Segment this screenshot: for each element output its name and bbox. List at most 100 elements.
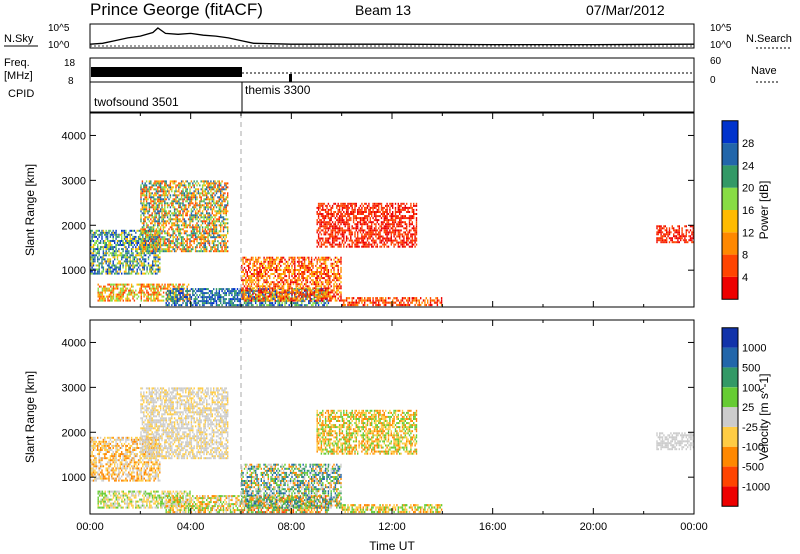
power-cell <box>129 266 131 269</box>
power-cell <box>157 256 159 259</box>
power-cell <box>152 242 155 245</box>
power-cell <box>201 238 204 241</box>
power-cell <box>92 246 95 249</box>
power-cell <box>253 287 255 290</box>
power-cell <box>91 268 93 271</box>
power-cell <box>317 281 320 284</box>
power-cell <box>115 268 117 271</box>
power-cell <box>329 219 331 222</box>
power-cell <box>135 231 137 234</box>
power-cell <box>316 221 318 224</box>
power-cell <box>158 230 160 233</box>
power-cell <box>150 252 152 255</box>
power-cell <box>183 194 186 197</box>
power-cell <box>164 232 166 235</box>
power-cell <box>116 254 119 257</box>
power-cell <box>112 250 114 253</box>
power-cell <box>185 296 187 299</box>
power-cell <box>317 297 320 300</box>
power-cell <box>278 287 281 290</box>
power-cell <box>308 285 310 288</box>
power-cell <box>155 228 158 231</box>
power-cell <box>214 230 216 233</box>
power-cell <box>180 296 183 299</box>
power-cell <box>224 242 226 245</box>
power-cell <box>215 244 218 247</box>
power-cell <box>253 279 255 282</box>
power-cell <box>155 230 158 233</box>
power-cell <box>246 275 248 278</box>
power-cell <box>396 299 398 302</box>
power-cell <box>306 266 309 269</box>
power-cell <box>238 298 240 301</box>
power-cell <box>411 299 413 302</box>
power-cell <box>334 273 337 275</box>
power-cell <box>207 288 209 291</box>
power-cell <box>266 266 268 269</box>
power-cell <box>257 256 260 259</box>
power-cell <box>91 229 93 232</box>
power-cell <box>119 295 122 298</box>
power-cell <box>154 232 156 235</box>
power-cell <box>140 214 142 217</box>
power-cell <box>348 303 351 307</box>
power-cell <box>309 299 311 302</box>
power-cell <box>231 288 233 291</box>
power-cell <box>119 283 122 286</box>
power-cell <box>98 293 101 296</box>
power-cell <box>317 229 320 232</box>
power-cell <box>176 294 179 297</box>
power-cell <box>225 248 227 251</box>
power-cell <box>162 242 165 245</box>
power-cell <box>179 186 181 189</box>
power-cell <box>331 227 334 230</box>
power-cell <box>118 283 120 286</box>
power-cell <box>100 295 102 298</box>
power-cell <box>98 252 100 255</box>
power-cell <box>252 293 254 296</box>
power-cell <box>276 291 278 294</box>
power-cell <box>348 223 351 226</box>
power-cell <box>124 283 126 286</box>
power-cell <box>154 248 156 251</box>
power-cell <box>185 302 187 305</box>
power-cell <box>92 235 95 238</box>
power-cell <box>186 302 188 305</box>
power-cell <box>121 254 123 257</box>
power-cell <box>295 279 297 282</box>
power-cell <box>225 208 227 211</box>
power-cell <box>136 244 138 246</box>
power-cell <box>200 234 202 237</box>
power-cell <box>291 302 293 305</box>
power-cell <box>215 210 218 213</box>
power-cell <box>220 226 222 229</box>
power-cell <box>185 232 187 235</box>
power-cell <box>125 235 127 238</box>
power-cell <box>179 234 181 237</box>
power-cell <box>357 297 359 300</box>
power-cell <box>210 236 212 239</box>
power-cell <box>203 190 205 193</box>
power-cell <box>129 258 131 261</box>
power-cell <box>215 220 218 223</box>
power-cell <box>159 194 162 197</box>
power-cell <box>301 293 303 296</box>
power-cell <box>117 293 119 296</box>
power-cell <box>154 287 156 290</box>
power-cell <box>262 302 264 305</box>
power-cell <box>158 222 160 225</box>
power-cell <box>157 234 159 237</box>
power-cell <box>327 208 330 211</box>
power-cell <box>305 258 307 261</box>
power-cell <box>115 285 117 288</box>
power-cell <box>141 202 144 205</box>
power-cell <box>214 296 216 299</box>
power-cell <box>101 272 103 275</box>
power-cell <box>130 264 133 267</box>
power-cell <box>194 298 197 301</box>
power-cell <box>199 192 201 195</box>
power-cell <box>145 198 148 201</box>
power-cell <box>116 270 119 273</box>
power-cell <box>194 304 197 307</box>
power-cell <box>340 285 342 288</box>
